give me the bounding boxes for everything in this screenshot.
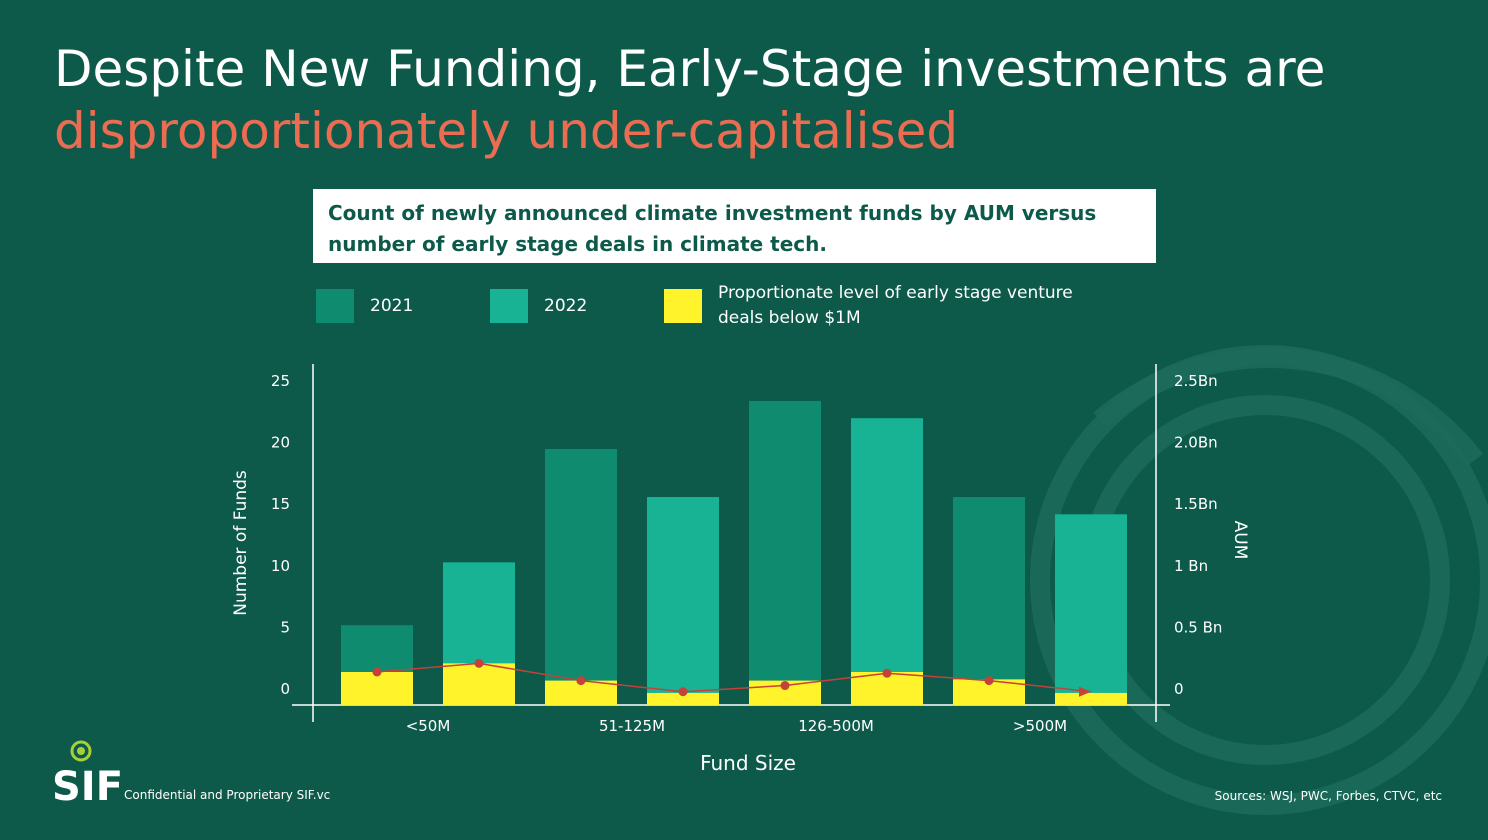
y2-tick-label: 1 Bn: [1174, 557, 1208, 575]
y-tick-label: 25: [271, 372, 290, 390]
chart-subtitle-box: Count of newly announced climate investm…: [313, 189, 1156, 263]
legend-2021: 2021: [316, 289, 413, 323]
y-tick-label: 0: [280, 680, 290, 698]
legend-label-2021: 2021: [370, 295, 414, 316]
x-tick-label: 126-500M: [798, 717, 874, 735]
headline-line-1: Despite New Funding, Early-Stage investm…: [54, 40, 1326, 98]
trend-point: [474, 658, 484, 668]
legend-swatch-2022: [490, 289, 528, 323]
bar-2022: [851, 418, 923, 705]
x-tick-label: <50M: [406, 717, 451, 735]
early-stage-bar: [341, 671, 413, 705]
bar-2021: [545, 448, 617, 705]
trend-point: [780, 681, 790, 691]
legend-2022: 2022: [490, 289, 587, 323]
bar-2022: [1055, 514, 1127, 705]
headline-line-2: disproportionately under-capitalised: [54, 102, 959, 160]
y2-tick-label: 0.5 Bn: [1174, 618, 1222, 636]
headline: Despite New Funding, Early-Stage investm…: [54, 38, 1325, 162]
legend-label-2022: 2022: [544, 295, 588, 316]
y-tick-label: 5: [280, 618, 290, 636]
legend-early-stage: Proportionate level of early stage ventu…: [664, 281, 1118, 331]
chart-subtitle-line-1: Count of newly announced climate investm…: [328, 201, 1097, 225]
legend-swatch-2021: [316, 289, 354, 323]
early-stage-bar: [443, 663, 515, 705]
logo-sun-icon: [70, 740, 92, 762]
trend-point: [576, 676, 586, 686]
y2-tick-label: 0: [1174, 680, 1184, 698]
x-tick-label: 51-125M: [599, 717, 665, 735]
y2-tick-label: 2.5Bn: [1174, 372, 1218, 390]
y-axis-label: Number of Funds: [231, 470, 251, 616]
legend-label-early-stage: Proportionate level of early stage ventu…: [718, 283, 1073, 328]
y-tick-label: 10: [271, 557, 290, 575]
confidential-note: Confidential and Proprietary SIF.vc: [124, 788, 331, 802]
legend-swatch-early-stage: [664, 289, 702, 323]
early-stage-bar: [647, 692, 719, 705]
bar-2021: [749, 400, 821, 705]
logo-text: SIF: [52, 764, 120, 808]
y-tick-label: 20: [271, 434, 290, 452]
y2-tick-label: 2.0Bn: [1174, 434, 1218, 452]
x-tick-label: >500M: [1013, 717, 1067, 735]
trend-point: [882, 668, 892, 678]
x-axis-label: Fund Size: [700, 751, 796, 775]
trend-point: [372, 667, 382, 677]
sif-logo: SIF: [52, 740, 120, 808]
trend-point: [678, 687, 688, 697]
trend-point: [984, 676, 994, 686]
y-tick-label: 15: [271, 495, 290, 513]
early-stage-bar: [1055, 692, 1127, 705]
bar-2021: [953, 497, 1025, 705]
y2-tick-label: 1.5Bn: [1174, 495, 1218, 513]
bar-2022: [647, 497, 719, 705]
y2-axis-label: AUM: [1230, 521, 1250, 560]
sources-note: Sources: WSJ, PWC, Forbes, CTVC, etc: [1214, 789, 1442, 803]
trend-arrow-head: [1079, 686, 1091, 697]
chart-subtitle-line-2: number of early stage deals in climate t…: [328, 232, 827, 256]
trend-line: [376, 662, 1092, 693]
